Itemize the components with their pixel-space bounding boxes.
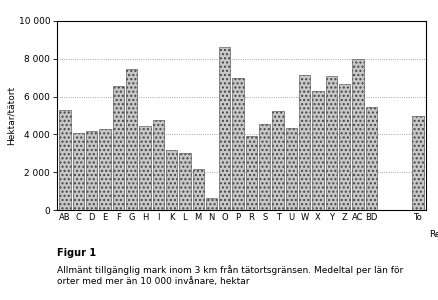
Bar [272,111,283,210]
Bar [365,107,376,210]
Bar [86,130,97,210]
Bar [325,76,336,210]
Bar [192,169,203,210]
Bar [113,86,124,210]
Bar [166,149,177,210]
Text: Allmänt tillgänglig mark inom 3 km från tätortsgränsen. Medeltal per län för
ort: Allmänt tillgänglig mark inom 3 km från … [57,266,403,286]
Bar [73,133,84,210]
Bar [311,91,323,210]
Bar [232,78,243,210]
Bar [298,75,310,210]
Bar [59,110,71,210]
Bar [152,120,163,210]
Bar [99,129,110,210]
Text: Region: Region [428,230,438,239]
Y-axis label: Hektar/tätort: Hektar/tätort [7,86,16,145]
Bar [179,153,190,210]
Text: Figur 1: Figur 1 [57,248,96,257]
Bar [351,59,363,210]
Bar [219,46,230,210]
Bar [258,124,270,210]
Bar [126,69,137,210]
Bar [139,126,150,210]
Bar [338,84,350,210]
Bar [205,198,217,210]
Bar [411,116,423,210]
Bar [285,128,297,210]
Bar [245,136,257,210]
